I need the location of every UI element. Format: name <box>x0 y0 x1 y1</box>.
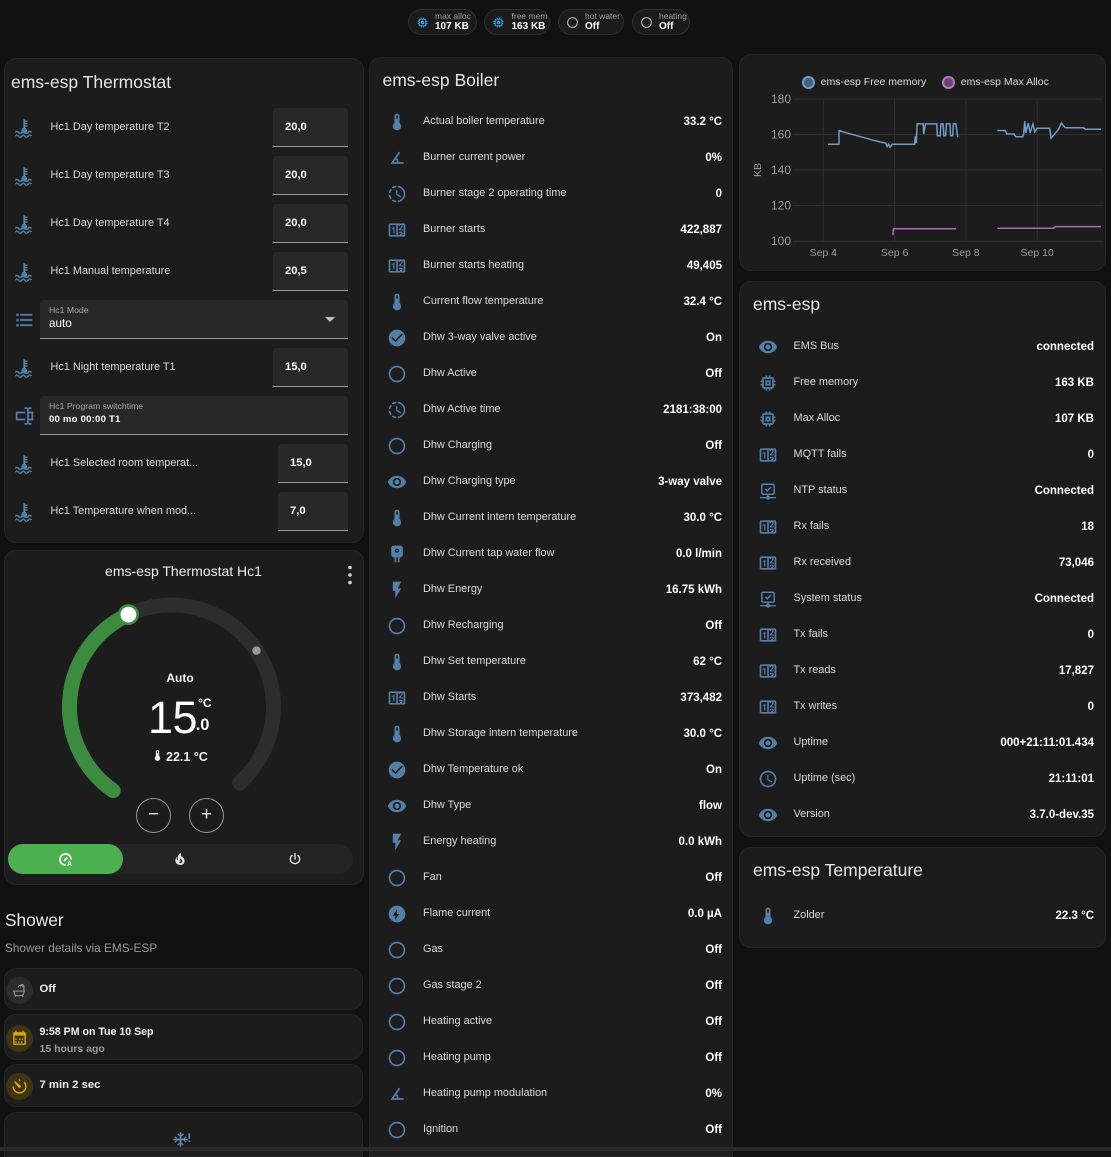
svg-text:KB: KB <box>752 163 764 177</box>
svg-text:120: 120 <box>771 199 791 213</box>
svg-text:Sep 4: Sep 4 <box>810 247 838 259</box>
svg-text:Sep 10: Sep 10 <box>1021 247 1054 259</box>
svg-text:100: 100 <box>771 234 791 248</box>
svg-text:140: 140 <box>771 163 791 177</box>
svg-text:180: 180 <box>771 92 791 106</box>
svg-text:160: 160 <box>771 128 791 142</box>
svg-text:Sep 6: Sep 6 <box>881 247 909 259</box>
svg-text:Sep 8: Sep 8 <box>952 247 980 259</box>
